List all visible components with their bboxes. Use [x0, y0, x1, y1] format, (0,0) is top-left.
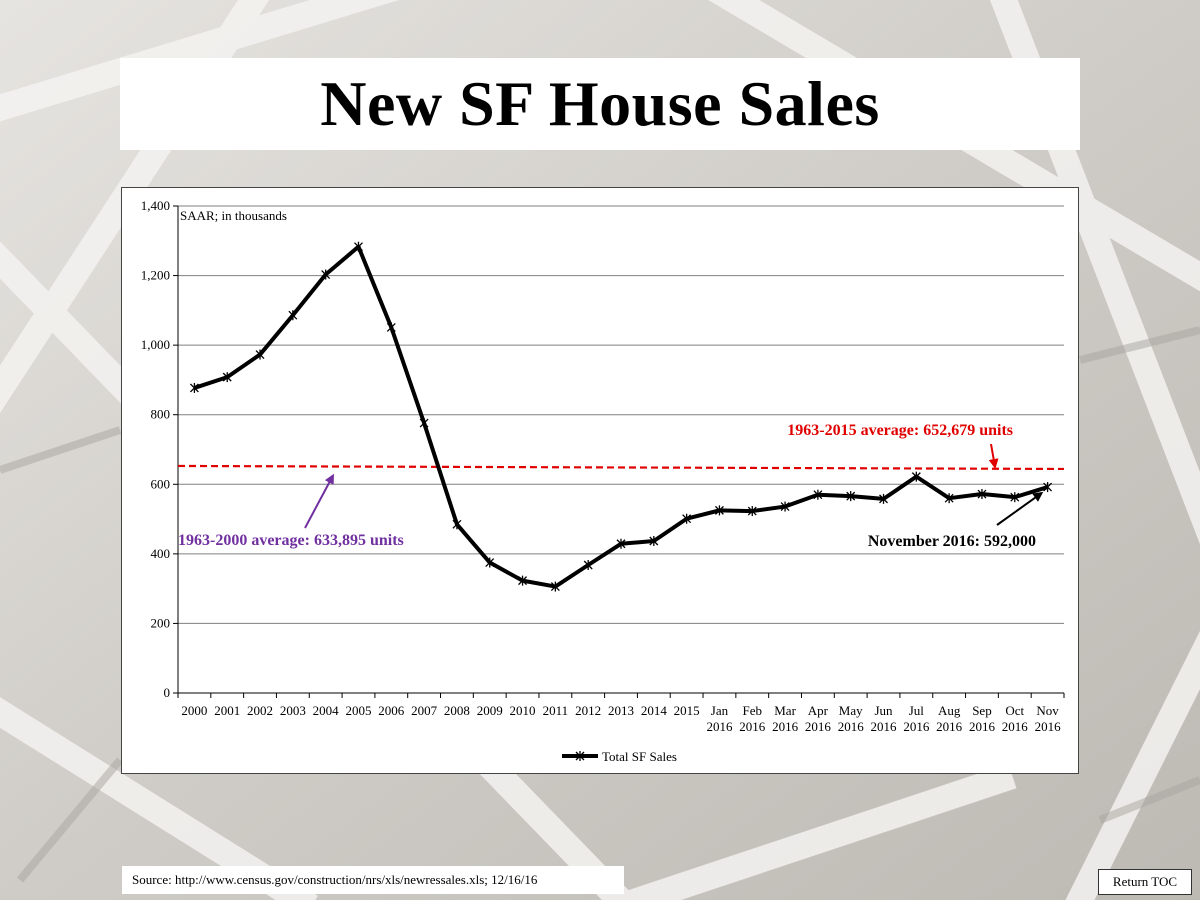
legend: Total SF Sales [562, 749, 677, 764]
x-tick-label: 2013 [608, 703, 634, 718]
annotation-arrow [304, 473, 334, 529]
data-point [386, 322, 396, 333]
data-point [714, 505, 724, 516]
line-chart: 0 200 400 600 800 1,000 1,200 1,400 2000 2001 2002… [141, 198, 1065, 764]
x-tick-label: Feb 2016 [739, 703, 766, 734]
x-tick-label: 2004 [313, 703, 340, 718]
data-point [288, 310, 298, 321]
x-tick-label: 2005 [345, 703, 371, 718]
x-tick-label: 2012 [575, 703, 601, 718]
data-point [616, 538, 626, 549]
data-point [780, 501, 790, 512]
y-tick-label: 0 [164, 685, 171, 700]
data-point [1010, 492, 1020, 503]
data-point [747, 506, 757, 517]
y-tick-label: 1,000 [141, 337, 170, 352]
series-total-sf-sales [189, 241, 1053, 592]
y-tick-label: 600 [151, 476, 171, 491]
chart-panel: 0 200 400 600 800 1,000 1,200 1,400 2000 2001 2002… [121, 187, 1079, 774]
annotation-arrow [996, 491, 1044, 526]
x-tick-label: 2001 [214, 703, 240, 718]
data-point [189, 382, 199, 393]
annotation-november-2016: November 2016: 592,000 [868, 533, 1036, 550]
x-tick-label: 2007 [411, 703, 438, 718]
data-point [255, 349, 265, 360]
y-tick-label: 800 [151, 407, 171, 422]
annotation-1963-2000-average: 1963-2000 average: 633,895 units [178, 532, 404, 549]
data-point [911, 471, 921, 482]
slide-title: New SF House Sales [320, 68, 880, 139]
annotation-1963-2015-average: 1963-2015 average: 652,679 units [787, 422, 1013, 439]
data-point [813, 489, 823, 500]
x-tick-label: Jul 2016 [903, 703, 930, 734]
annotations: 1963-2015 average: 652,679 units 1963-200… [178, 422, 1044, 550]
data-point [321, 269, 331, 280]
annotation-arrow [988, 443, 999, 469]
data-point [222, 372, 232, 383]
data-point [485, 557, 495, 568]
data-point [682, 513, 692, 524]
x-tick-label: 2002 [247, 703, 273, 718]
axes: 0 200 400 600 800 1,000 1,200 1,400 2000 2001 2002… [141, 198, 1065, 734]
y-tick-label: 200 [151, 615, 171, 630]
x-tick-label: Apr 2016 [805, 703, 832, 734]
x-tick-label: Jun 2016 [871, 703, 898, 734]
gridlines [178, 205, 1064, 624]
data-point [879, 493, 888, 504]
data-point [419, 418, 429, 429]
x-tick-label: 2008 [444, 703, 470, 718]
data-point [649, 535, 659, 546]
data-point [977, 489, 987, 500]
x-tick-label: Sep 2016 [969, 703, 996, 734]
data-point [452, 519, 462, 530]
data-point [583, 559, 593, 570]
x-tick-label: Nov 2016 [1035, 703, 1062, 734]
x-tick-label: Oct 2016 [1002, 703, 1029, 734]
data-point [550, 581, 560, 592]
return-toc-button[interactable]: Return TOC [1098, 869, 1192, 895]
x-tick-label: 2010 [510, 703, 536, 718]
reference-line-1963-2015 [177, 464, 1065, 471]
x-tick-label: Aug 2016 [936, 703, 963, 734]
y-tick-label: 400 [151, 546, 171, 561]
units-note: SAAR; in thousands [180, 208, 287, 223]
x-tick-label: 2003 [280, 703, 306, 718]
x-tick-label: 2015 [674, 703, 700, 718]
data-point [354, 241, 363, 252]
data-point [944, 493, 954, 504]
data-point [846, 491, 856, 502]
reference-lines [177, 464, 1065, 471]
x-tick-label: 2006 [378, 703, 405, 718]
x-tick-label: Mar 2016 [772, 703, 799, 734]
x-tick-label: 2009 [477, 703, 503, 718]
y-tick-label: 1,200 [141, 268, 170, 283]
x-tick-label: 2000 [181, 703, 207, 718]
x-tick-label: May 2016 [838, 703, 865, 734]
y-tick-label: 1,400 [141, 198, 170, 213]
title-banner: New SF House Sales [120, 58, 1080, 150]
legend-label: Total SF Sales [602, 749, 677, 764]
x-tick-label: 2011 [543, 703, 569, 718]
data-point [518, 575, 528, 586]
source-note: Source: http://www.census.gov/constructi… [122, 866, 624, 894]
data-point [1043, 482, 1053, 493]
x-tick-label: 2014 [641, 703, 668, 718]
x-tick-label: Jan 2016 [706, 703, 733, 734]
